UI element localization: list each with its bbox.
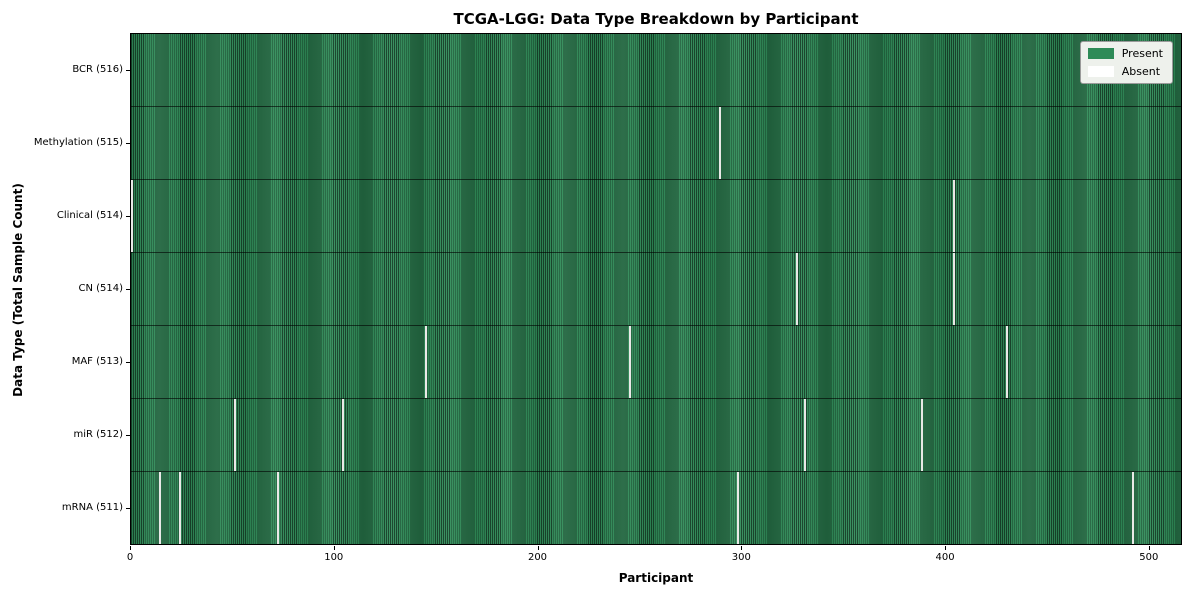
absent-marker — [796, 253, 799, 325]
absent-marker — [425, 326, 428, 398]
x-tick-mark — [1148, 546, 1150, 550]
y-tick-mark — [126, 508, 130, 510]
plot-area: Present Absent — [130, 33, 1182, 545]
y-tick-mark — [126, 215, 130, 217]
absent-marker — [158, 472, 161, 544]
x-tick-label: 100 — [324, 552, 344, 563]
y-tick-mark — [126, 362, 130, 364]
x-tick-label: 0 — [126, 552, 134, 563]
legend-absent-label: Absent — [1121, 65, 1161, 78]
absent-marker — [341, 399, 344, 471]
legend-absent-swatch — [1087, 66, 1114, 77]
x-tick-label: 500 — [1139, 552, 1159, 563]
legend-present-label: Present — [1121, 47, 1163, 60]
x-tick-mark — [945, 546, 947, 550]
legend-present-swatch — [1087, 48, 1114, 59]
heatmap-row-Methylation — [131, 106, 1181, 179]
x-tick-label: 400 — [935, 552, 955, 563]
absent-marker — [1006, 326, 1009, 398]
absent-marker — [920, 399, 923, 471]
heatmap-row-miR — [131, 398, 1181, 471]
absent-marker — [804, 399, 807, 471]
y-tick-mark — [126, 289, 130, 290]
heatmap-row-mRNA — [131, 471, 1181, 544]
y-tick-mark — [126, 142, 130, 144]
x-tick-label: 200 — [527, 552, 548, 563]
absent-marker — [953, 253, 956, 325]
absent-marker — [1132, 472, 1135, 544]
y-tick-label-CN: CN (514) — [78, 283, 123, 294]
y-tick-mark — [126, 435, 130, 437]
x-axis-label: Participant — [618, 571, 694, 585]
legend-entry-present: Present — [1087, 47, 1163, 60]
y-tick-label-BCR: BCR (516) — [72, 63, 123, 75]
absent-marker — [276, 472, 279, 544]
legend: Present Absent — [1079, 41, 1173, 84]
y-tick-label-miR: miR (512) — [73, 429, 123, 441]
heatmap-row-MAF — [131, 325, 1181, 398]
heatmap-row-BCR — [131, 34, 1181, 106]
x-tick-label: 300 — [731, 552, 751, 563]
legend-entry-absent: Absent — [1087, 65, 1163, 78]
absent-marker — [953, 180, 956, 252]
x-tick-mark — [741, 546, 743, 550]
y-tick-mark — [126, 69, 130, 71]
y-tick-label-Methylation: Methylation (515) — [33, 136, 123, 148]
chart-title: TCGA-LGG: Data Type Breakdown by Partici… — [453, 10, 859, 28]
y-tick-label-Clinical: Clinical (514) — [56, 209, 123, 221]
x-tick-mark — [537, 546, 539, 550]
x-tick-mark — [130, 546, 131, 550]
y-tick-label-mRNA: mRNA (511) — [61, 502, 123, 514]
x-tick-mark — [333, 546, 335, 550]
absent-marker — [233, 399, 236, 471]
absent-marker — [178, 472, 181, 544]
absent-marker — [718, 107, 721, 179]
y-tick-label-MAF: MAF (513) — [71, 356, 123, 368]
absent-marker — [737, 472, 740, 544]
absent-marker — [131, 180, 133, 252]
heatmap-row-CN — [131, 252, 1181, 325]
absent-marker — [629, 326, 632, 398]
heatmap-row-Clinical — [131, 179, 1181, 252]
